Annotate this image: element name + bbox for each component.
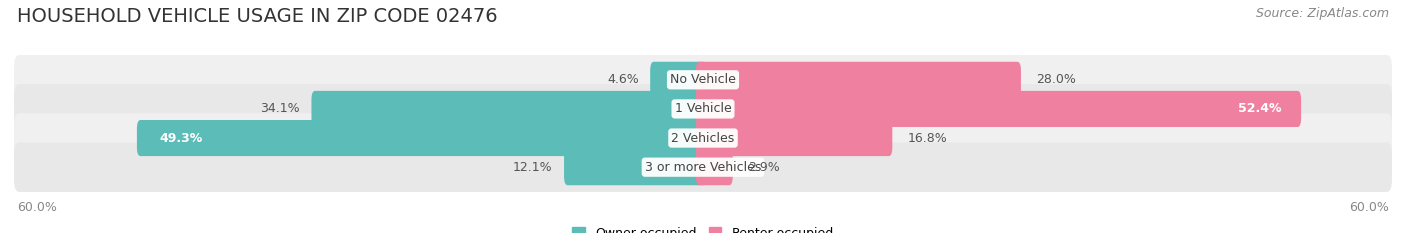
Text: 49.3%: 49.3%	[160, 132, 202, 144]
FancyBboxPatch shape	[564, 149, 707, 185]
Text: 28.0%: 28.0%	[1036, 73, 1076, 86]
FancyBboxPatch shape	[696, 62, 1021, 98]
FancyBboxPatch shape	[14, 142, 1392, 192]
FancyBboxPatch shape	[14, 84, 1392, 134]
Text: 2.9%: 2.9%	[748, 161, 779, 174]
Text: 16.8%: 16.8%	[907, 132, 948, 144]
Text: 12.1%: 12.1%	[513, 161, 553, 174]
Text: 1 Vehicle: 1 Vehicle	[675, 103, 731, 115]
Text: 60.0%: 60.0%	[1350, 201, 1389, 214]
Text: No Vehicle: No Vehicle	[671, 73, 735, 86]
FancyBboxPatch shape	[696, 91, 1301, 127]
Text: 52.4%: 52.4%	[1239, 103, 1282, 115]
FancyBboxPatch shape	[696, 149, 733, 185]
FancyBboxPatch shape	[136, 120, 707, 156]
Text: Source: ZipAtlas.com: Source: ZipAtlas.com	[1256, 7, 1389, 20]
FancyBboxPatch shape	[312, 91, 707, 127]
FancyBboxPatch shape	[14, 113, 1392, 163]
Legend: Owner-occupied, Renter-occupied: Owner-occupied, Renter-occupied	[572, 226, 834, 233]
FancyBboxPatch shape	[696, 120, 893, 156]
Text: 2 Vehicles: 2 Vehicles	[672, 132, 734, 144]
Text: 4.6%: 4.6%	[607, 73, 638, 86]
FancyBboxPatch shape	[650, 62, 707, 98]
Text: 3 or more Vehicles: 3 or more Vehicles	[645, 161, 761, 174]
Text: HOUSEHOLD VEHICLE USAGE IN ZIP CODE 02476: HOUSEHOLD VEHICLE USAGE IN ZIP CODE 0247…	[17, 7, 498, 26]
Text: 60.0%: 60.0%	[17, 201, 56, 214]
Text: 34.1%: 34.1%	[260, 103, 299, 115]
FancyBboxPatch shape	[14, 55, 1392, 105]
